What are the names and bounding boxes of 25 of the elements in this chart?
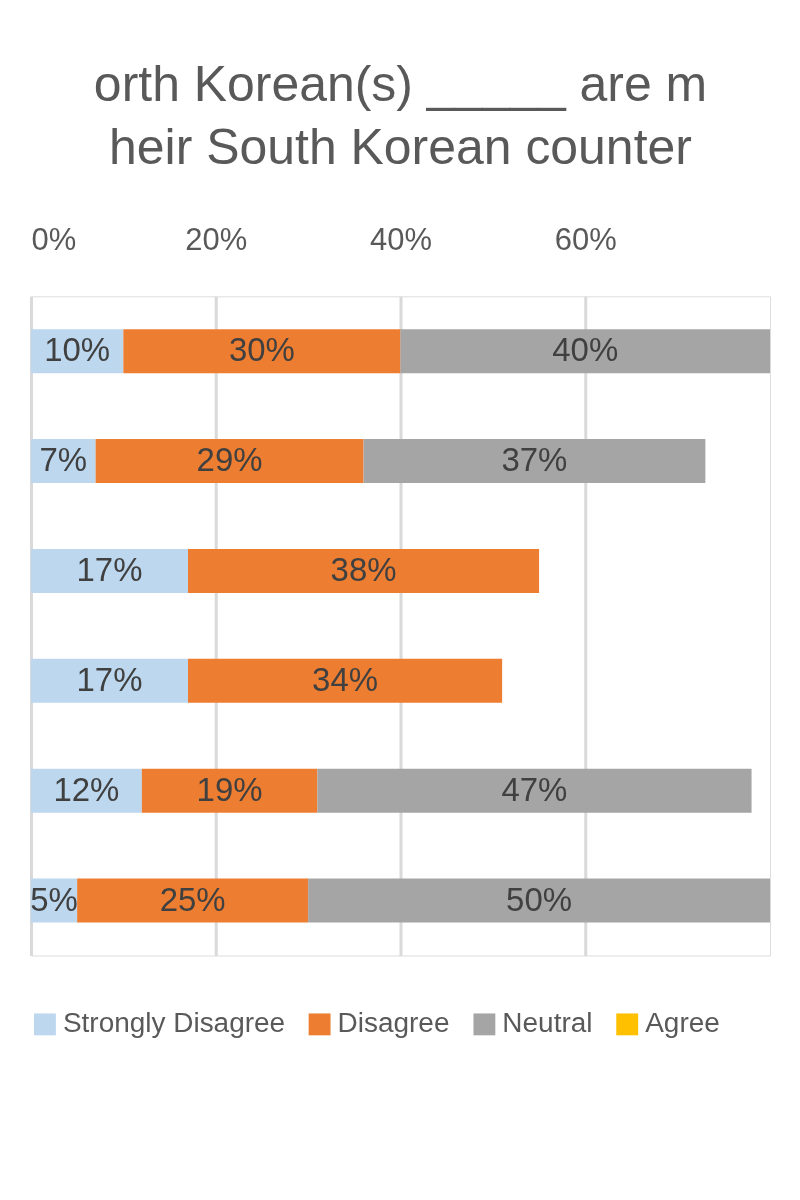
data-label: 19% bbox=[196, 770, 263, 808]
data-label: 25% bbox=[159, 880, 226, 918]
data-label: 50% bbox=[506, 880, 573, 918]
legend-label: Strongly Disagree bbox=[62, 1007, 286, 1039]
data-label: 30% bbox=[228, 331, 295, 369]
legend-label: Agree bbox=[645, 1007, 720, 1039]
data-label: 37% bbox=[501, 441, 568, 479]
x-tick-label: 40% bbox=[370, 221, 432, 257]
x-tick-label: 20% bbox=[185, 221, 248, 257]
data-label: 5% bbox=[30, 880, 78, 918]
data-label: 47% bbox=[501, 770, 568, 808]
legend-label: Neutral bbox=[502, 1007, 593, 1039]
legend-label: Disagree bbox=[337, 1007, 450, 1039]
chart-title: orth Korean(s) _____ are m heir South Korean counter bbox=[93, 55, 708, 176]
data-label: 38% bbox=[330, 550, 397, 588]
x-tick-label: 60% bbox=[554, 221, 617, 257]
x-tick-label: 0% bbox=[31, 221, 77, 257]
data-label: 10% bbox=[44, 331, 111, 369]
data-label: 12% bbox=[53, 770, 120, 808]
data-label: 29% bbox=[196, 441, 263, 479]
data-label: 17% bbox=[76, 660, 143, 698]
data-label: 40% bbox=[552, 331, 619, 369]
data-label: 34% bbox=[312, 660, 379, 698]
data-label: 7% bbox=[39, 441, 88, 479]
data-label: 17% bbox=[76, 550, 143, 588]
